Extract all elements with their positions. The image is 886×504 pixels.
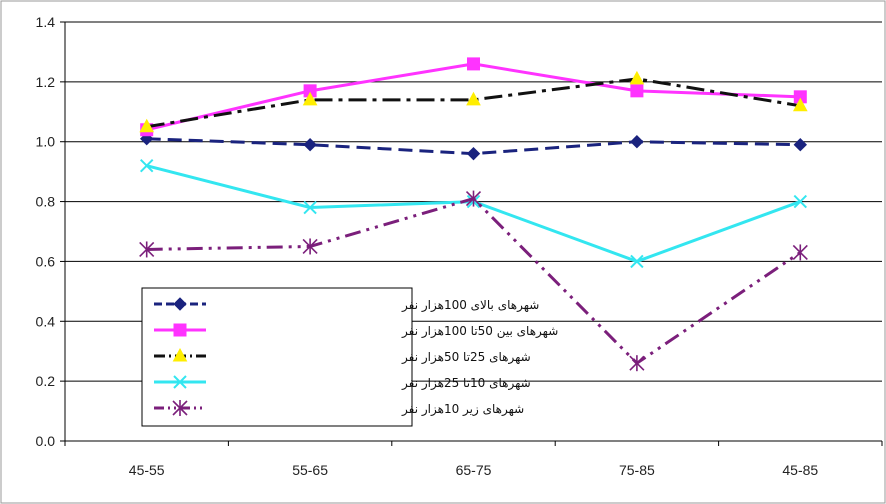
legend-entry: شهرهای زیر 10هزار نفر	[154, 400, 524, 417]
series-1	[139, 132, 808, 161]
legend-swatch-marker	[173, 323, 187, 337]
data-point	[629, 70, 645, 85]
legend-swatch-marker	[173, 297, 187, 311]
legend-label: شهرهای بین 50تا 100هزار نفر	[401, 324, 558, 339]
data-point	[139, 158, 154, 173]
data-point	[302, 238, 318, 255]
legend-entry: شهرهای 25تا 50هزار نفر	[154, 347, 531, 365]
series-line	[146, 77, 801, 129]
data-point	[793, 138, 808, 152]
data-point	[792, 97, 808, 112]
legend-swatch-marker	[172, 400, 188, 416]
data-point	[630, 254, 644, 269]
legend-entry: شهرهای بالای 100هزار نفر	[154, 297, 539, 313]
legend-entry: شهرهای 10تا 25هزار نفر	[154, 375, 531, 391]
data-point	[630, 84, 644, 98]
x-tick-label: 45-85	[782, 462, 818, 478]
series-layer	[139, 57, 808, 372]
y-tick-label: 0.8	[36, 194, 56, 210]
legend-box	[141, 287, 413, 427]
x-tick-label: 65-75	[456, 462, 492, 478]
series-5	[139, 190, 808, 372]
series-line	[146, 164, 801, 263]
legend-label: شهرهای 10تا 25هزار نفر	[401, 376, 531, 391]
x-tick-label: 45-55	[129, 462, 165, 478]
data-point	[466, 146, 481, 161]
y-tick-label: 1.0	[36, 134, 56, 150]
legend: شهرهای بالای 100هزار نفر شهرهای بین 50تا …	[141, 287, 558, 427]
y-tick-label: 0.6	[36, 253, 56, 269]
y-tick-label: 1.4	[36, 14, 56, 30]
legend-swatch-marker	[173, 375, 187, 389]
y-tick-label: 0.4	[36, 313, 56, 329]
data-point	[792, 244, 808, 261]
series-3	[139, 70, 808, 133]
data-point	[793, 194, 808, 209]
data-point	[139, 241, 155, 258]
legend-label: شهرهای بالای 100هزار نفر	[401, 298, 539, 313]
series-4	[139, 158, 808, 269]
data-point	[467, 57, 480, 71]
data-point	[466, 91, 481, 106]
data-point	[303, 138, 317, 152]
x-tick-label: 55-65	[292, 462, 328, 478]
data-point	[629, 355, 645, 372]
data-point	[303, 200, 317, 215]
data-point	[302, 91, 318, 106]
legend-swatch-marker	[172, 347, 188, 362]
legend-entry: شهرهای بین 50تا 100هزار نفر	[154, 323, 558, 339]
data-point	[139, 118, 155, 133]
legend-label: شهرهای 25تا 50هزار نفر	[401, 350, 531, 365]
data-point	[465, 190, 482, 207]
legend-label: شهرهای زیر 10هزار نفر	[401, 402, 524, 417]
y-tick-label: 1.2	[36, 74, 56, 90]
x-tick-label: 75-85	[619, 462, 655, 478]
y-tick-label: 0.0	[36, 433, 56, 449]
y-tick-label: 0.2	[36, 373, 56, 389]
data-point	[630, 135, 644, 149]
axis-layer: 0.0 0.2 0.4 0.6 0.8 1.0 1.2 1.4 45-55 55-65 65-75 7…	[36, 14, 883, 478]
